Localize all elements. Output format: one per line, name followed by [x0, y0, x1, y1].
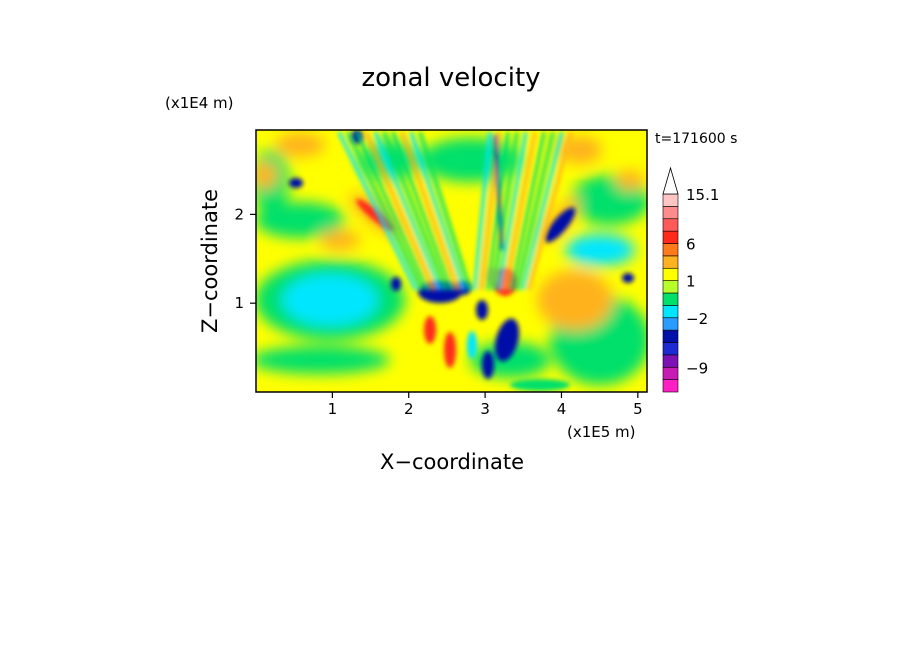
colorbar-level [662, 354, 679, 368]
x-tick-label: 1 [328, 400, 338, 418]
field-wave-band [493, 134, 504, 251]
field-region [424, 316, 436, 344]
field-wave-band [337, 131, 418, 291]
colorbar-level [662, 280, 679, 294]
field-wave-band [473, 131, 492, 291]
field-wave-band [485, 131, 510, 291]
field-wave-band [527, 131, 573, 291]
field-region [275, 133, 325, 157]
field-region [256, 161, 277, 189]
field-wave-band [515, 131, 555, 291]
colorbar-label: 1 [686, 273, 696, 291]
field-wave-band [355, 131, 430, 291]
field-wave-band [364, 131, 436, 291]
field-wave-band [509, 131, 546, 291]
x-tick-label: 2 [404, 400, 414, 418]
contour-field [256, 130, 647, 392]
plot-frame [255, 129, 648, 393]
colorbar-level [662, 267, 679, 281]
colorbar: −9 −2 1 6 15.1 [662, 166, 719, 393]
y-tick-label: 1 [234, 294, 244, 312]
field-region [467, 331, 477, 359]
y-tick-label: 2 [234, 205, 244, 223]
field-region [476, 300, 488, 320]
field-wave-band [391, 131, 454, 291]
field-region [622, 273, 634, 283]
colorbar-level [662, 292, 679, 306]
field-wave-band [521, 131, 564, 291]
field-region [616, 170, 644, 190]
colorbar-level [662, 305, 679, 319]
colorbar-label: 15.1 [686, 186, 719, 204]
field-wave-band [400, 131, 460, 291]
field-region [256, 346, 390, 374]
field-region [544, 207, 576, 243]
colorbar-level [662, 366, 679, 380]
colorbar-level [662, 379, 679, 393]
x-axis-title: X−coordinate [380, 450, 524, 474]
field-region [565, 234, 635, 266]
colorbar-level [662, 193, 679, 207]
field-region [537, 270, 613, 330]
colorbar-level [662, 317, 679, 331]
field-wave-band [418, 131, 472, 291]
field-region [282, 274, 378, 326]
y-unit-label: (x1E4 m) [165, 94, 234, 112]
field-wave-band [382, 131, 448, 291]
field-region [444, 332, 456, 368]
field-wave-band [491, 131, 519, 291]
colorbar-level [662, 329, 679, 343]
colorbar-label: −9 [686, 359, 708, 377]
time-label: t=171600 s [655, 131, 737, 147]
colorbar-extend-arrow [662, 166, 679, 195]
field-wave-band [409, 131, 466, 291]
field-wave-band [503, 131, 537, 291]
field-region [510, 379, 570, 391]
colorbar-level [662, 243, 679, 257]
field-region [482, 351, 494, 379]
field-wave-band [373, 131, 442, 291]
field-wave-band [497, 131, 528, 291]
y-axis-title: Z−coordinate [198, 189, 222, 333]
field-region [320, 230, 360, 250]
field-region [289, 178, 303, 188]
colorbar-level [662, 230, 679, 244]
colorbar-label: 6 [686, 236, 696, 254]
y-axis-ticks: 12 [234, 205, 256, 312]
colorbar-level [662, 255, 679, 269]
field-region [391, 277, 401, 291]
field-broad-regions [256, 133, 647, 385]
field-wave-band [346, 131, 424, 291]
x-unit-label: (x1E5 m) [567, 423, 636, 441]
x-tick-label: 3 [480, 400, 490, 418]
field-wave-bands [337, 131, 573, 291]
colorbar-label: −2 [686, 310, 708, 328]
colorbar-level [662, 218, 679, 232]
field-region [494, 318, 520, 362]
field-region [256, 202, 345, 238]
chart-title: zonal velocity [361, 63, 540, 93]
x-tick-label: 4 [557, 400, 567, 418]
colorbar-level [662, 206, 679, 220]
x-axis-ticks: 1 2 3 4 5 [328, 392, 643, 418]
colorbar-level [662, 342, 679, 356]
x-tick-label: 5 [633, 400, 643, 418]
